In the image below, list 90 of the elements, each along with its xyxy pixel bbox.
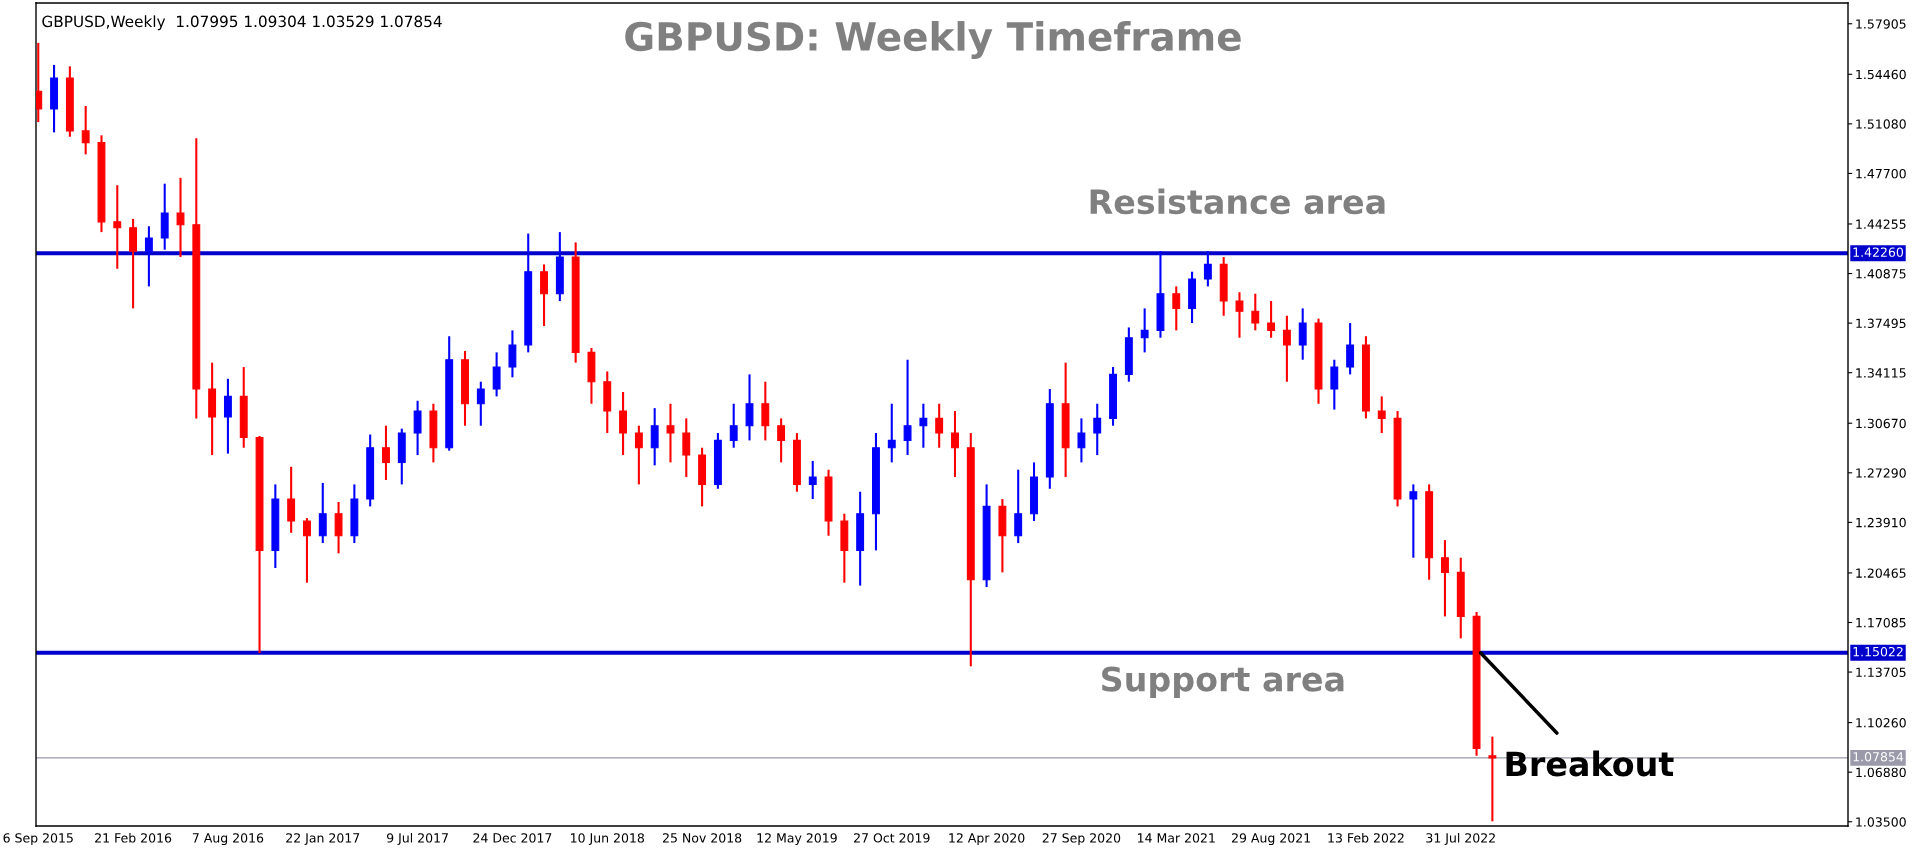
x-tick-label: 27 Oct 2019 bbox=[854, 833, 930, 843]
ref-line-label: 1.07854 bbox=[1853, 752, 1904, 762]
y-tick-label: 1.54460 bbox=[1856, 69, 1906, 80]
candlestick bbox=[1251, 292, 1260, 332]
candlestick bbox=[1377, 395, 1386, 435]
x-tick-label: 12 May 2019 bbox=[757, 833, 837, 846]
y-tick-label: 1.51080 bbox=[1856, 119, 1906, 129]
candlestick bbox=[919, 402, 928, 449]
candlestick bbox=[129, 217, 138, 310]
y-tick-label: 1.37495 bbox=[1856, 318, 1906, 329]
x-tick-label: 27 Sep 2020 bbox=[1042, 833, 1121, 846]
candlestick bbox=[1346, 322, 1355, 376]
candlestick bbox=[382, 424, 390, 482]
candlestick bbox=[634, 424, 643, 486]
x-tick-label: 25 Nov 2018 bbox=[662, 833, 742, 843]
candlestick bbox=[1014, 468, 1023, 545]
candlestick bbox=[1488, 735, 1497, 823]
x-tick-label: 7 Aug 2016 bbox=[192, 833, 264, 846]
x-tick-label: 10 Jun 2018 bbox=[571, 833, 644, 845]
y-tick-label: 1.27290 bbox=[1856, 468, 1906, 478]
candlestick bbox=[1267, 300, 1276, 339]
candlestick bbox=[1298, 307, 1307, 361]
annotation: Resistance area bbox=[1090, 188, 1385, 215]
candlestick bbox=[666, 402, 675, 464]
y-tick-label: 1.10260 bbox=[1856, 718, 1906, 728]
candlestick bbox=[413, 399, 422, 457]
ref-line-label: 1.15022 bbox=[1853, 646, 1903, 657]
candlestick bbox=[303, 517, 311, 584]
candlestick bbox=[334, 500, 343, 555]
candlestick bbox=[729, 402, 738, 449]
y-tick-label: 1.44255 bbox=[1856, 219, 1906, 229]
candlestick bbox=[113, 184, 122, 270]
annotation: Breakout bbox=[1506, 750, 1674, 777]
candlestick bbox=[1172, 285, 1181, 332]
x-tick-label: 9 Jul 2017 bbox=[386, 832, 448, 845]
candlestick bbox=[1077, 417, 1086, 464]
x-tick-label: 13 Feb 2022 bbox=[1328, 832, 1404, 843]
x-tick-label: 12 Apr 2020 bbox=[949, 833, 1025, 846]
candlestick bbox=[287, 465, 296, 534]
y-tick-label: 1.20465 bbox=[1856, 568, 1906, 578]
x-tick-label: 31 Jul 2022 bbox=[1426, 832, 1495, 845]
y-tick-label: 1.17085 bbox=[1856, 617, 1906, 628]
candlestick bbox=[1409, 483, 1418, 559]
candlestick bbox=[81, 104, 90, 156]
y-tick-label: 1.30670 bbox=[1856, 418, 1906, 429]
candlestick bbox=[1282, 314, 1291, 383]
candlestick bbox=[1235, 291, 1244, 339]
candlestick bbox=[761, 380, 770, 442]
y-tick-label: 1.47700 bbox=[1856, 168, 1906, 179]
y-tick-label: 1.13705 bbox=[1856, 667, 1906, 677]
candlestick bbox=[619, 390, 628, 457]
y-tick-label: 1.23910 bbox=[1856, 517, 1906, 528]
candlestick bbox=[1330, 358, 1339, 411]
candlestick bbox=[318, 481, 327, 545]
x-tick-label: 21 Feb 2016 bbox=[95, 832, 172, 843]
x-tick-label: 24 Dec 2017 bbox=[473, 833, 552, 843]
chart-title: GBPUSD: Weekly Timeframe bbox=[625, 21, 1241, 60]
candlestick bbox=[1140, 307, 1149, 354]
candlestick bbox=[951, 410, 959, 479]
y-tick-label: 1.34115 bbox=[1856, 368, 1906, 378]
y-tick-label: 1.03500 bbox=[1856, 817, 1906, 827]
candlestick bbox=[745, 373, 754, 442]
candlestick bbox=[492, 351, 501, 398]
candlestick bbox=[682, 417, 691, 479]
y-tick-label: 1.40875 bbox=[1856, 269, 1906, 279]
candlestick bbox=[176, 176, 185, 259]
candlestick bbox=[650, 407, 659, 467]
candlestick bbox=[887, 402, 896, 464]
candlestick bbox=[1203, 250, 1212, 288]
candlestick bbox=[808, 459, 817, 501]
x-tick-label: 29 Aug 2021 bbox=[1231, 833, 1310, 846]
ref-line-label: 1.42260 bbox=[1853, 247, 1904, 257]
y-tick-label: 1.06880 bbox=[1856, 767, 1906, 778]
x-tick-label: 14 Mar 2021 bbox=[1138, 833, 1215, 843]
candlestick bbox=[508, 329, 517, 379]
candlestick bbox=[476, 380, 485, 427]
candlestick bbox=[1093, 402, 1102, 457]
candlestick bbox=[540, 263, 548, 328]
candlestick bbox=[903, 358, 912, 457]
x-tick-label: 6 Sep 2015 bbox=[3, 833, 73, 846]
candlestick bbox=[223, 377, 232, 455]
candlestick bbox=[144, 225, 153, 288]
candlestick bbox=[777, 417, 786, 464]
candlestick bbox=[1441, 539, 1449, 618]
annotation: GBPUSD,Weekly 1.07995 1.09304 1.03529 1.07854 bbox=[42, 15, 442, 31]
y-tick-label: 1.57905 bbox=[1856, 19, 1906, 29]
annotation: Support area bbox=[1102, 666, 1344, 699]
candlestick bbox=[36, 41, 43, 124]
candlestick bbox=[935, 402, 944, 449]
x-tick-label: 22 Jan 2017 bbox=[286, 833, 360, 845]
